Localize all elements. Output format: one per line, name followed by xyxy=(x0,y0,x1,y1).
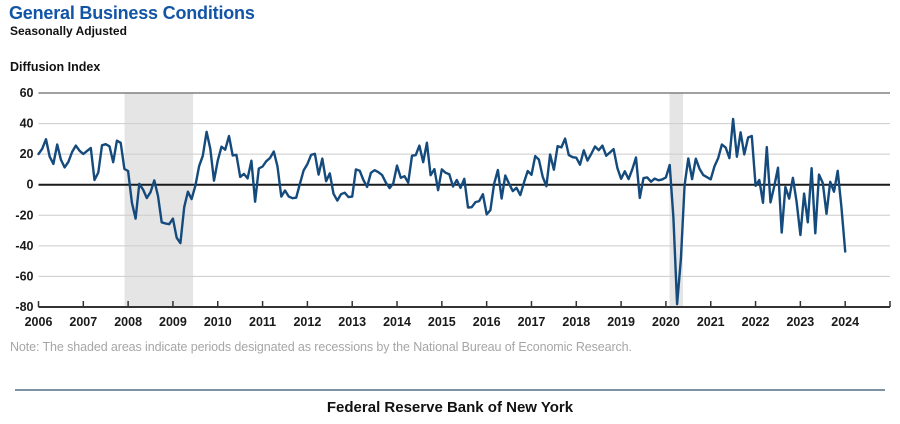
y-tick-label: 40 xyxy=(20,117,34,131)
x-tick-label: 2012 xyxy=(293,315,321,329)
recession-note: Note: The shaded areas indicate periods … xyxy=(10,340,632,354)
y-tick-label: 60 xyxy=(20,86,34,100)
y-tick-label: -80 xyxy=(15,300,33,314)
y-tick-label: -40 xyxy=(15,239,33,253)
x-tick-label: 2019 xyxy=(607,315,635,329)
x-tick-label: 2014 xyxy=(383,315,411,329)
recession-band xyxy=(669,93,683,307)
y-tick-label: 20 xyxy=(20,147,34,161)
x-tick-label: 2021 xyxy=(697,315,725,329)
x-tick-label: 2008 xyxy=(114,315,142,329)
x-tick-label: 2010 xyxy=(204,315,232,329)
x-tick-label: 2006 xyxy=(25,315,53,329)
x-tick-label: 2020 xyxy=(652,315,680,329)
data-line xyxy=(37,117,847,306)
y-tick-label: -20 xyxy=(15,208,33,222)
x-tick-label: 2013 xyxy=(338,315,366,329)
x-tick-label: 2011 xyxy=(249,315,276,329)
x-tick-label: 2018 xyxy=(562,315,590,329)
chart-subtitle: Seasonally Adjusted xyxy=(10,24,127,38)
footer-org-name: Federal Reserve Bank of New York xyxy=(326,399,574,416)
x-tick-label: 2016 xyxy=(473,315,501,329)
x-tick-label: 2024 xyxy=(831,315,859,329)
x-tick-label: 2015 xyxy=(428,315,456,329)
footer-divider xyxy=(15,389,885,391)
y-axis-title: Diffusion Index xyxy=(10,60,101,74)
chart-title: General Business Conditions xyxy=(9,3,255,23)
x-tick-label: 2007 xyxy=(69,315,97,329)
x-tick-label: 2017 xyxy=(518,315,546,329)
x-tick-label: 2023 xyxy=(786,315,814,329)
x-tick-label: 2009 xyxy=(159,315,187,329)
y-tick-label: -60 xyxy=(15,269,33,283)
y-tick-label: 0 xyxy=(27,178,34,192)
x-tick-label: 2022 xyxy=(742,315,770,329)
